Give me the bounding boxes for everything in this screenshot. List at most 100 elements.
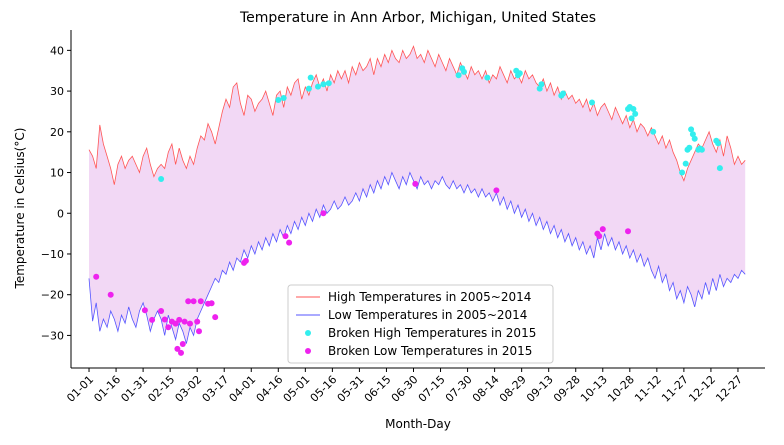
x-tick-label: 09-13 bbox=[524, 373, 556, 405]
x-tick-label: 06-15 bbox=[362, 373, 394, 405]
data-point bbox=[315, 83, 321, 90]
data-point bbox=[650, 128, 657, 135]
data-point bbox=[141, 307, 148, 314]
x-tick-label: 11-27 bbox=[659, 373, 691, 405]
data-point bbox=[93, 273, 100, 280]
data-point bbox=[187, 320, 193, 327]
x-tick-label: 04-16 bbox=[254, 373, 286, 405]
y-tick-label: 0 bbox=[57, 207, 64, 220]
x-tick-label: 08-29 bbox=[497, 373, 529, 405]
data-point bbox=[538, 81, 545, 88]
data-point bbox=[208, 300, 215, 307]
y-tick-label: 40 bbox=[50, 44, 64, 57]
legend-box bbox=[287, 284, 554, 364]
data-point bbox=[688, 126, 695, 133]
data-point bbox=[176, 316, 183, 323]
y-tick-label: 20 bbox=[50, 126, 64, 139]
series-line-1 bbox=[88, 171, 746, 344]
data-point bbox=[181, 318, 188, 325]
data-point bbox=[305, 85, 312, 92]
data-point bbox=[691, 135, 698, 142]
x-tick-label: 02-15 bbox=[145, 373, 177, 405]
data-point bbox=[165, 324, 172, 331]
data-point bbox=[599, 226, 606, 233]
data-point bbox=[516, 70, 523, 77]
data-point bbox=[172, 320, 179, 327]
data-point bbox=[242, 257, 249, 264]
data-point bbox=[158, 308, 165, 314]
y-axis-label: Temperature in Celsius(°C) bbox=[13, 128, 27, 290]
x-tick-label: 10-13 bbox=[578, 373, 610, 405]
x-tick-label: 09-28 bbox=[551, 373, 583, 405]
data-point bbox=[320, 81, 327, 88]
plot-area bbox=[88, 45, 746, 356]
x-tick-label: 04-01 bbox=[227, 373, 259, 405]
data-point bbox=[682, 160, 689, 167]
data-point bbox=[282, 233, 289, 240]
y-tick-label: −10 bbox=[41, 248, 64, 261]
data-point bbox=[716, 165, 723, 172]
legend-marker-swatch bbox=[305, 330, 311, 336]
chart-title: Temperature in Ann Arbor, Michigan, Unit… bbox=[239, 10, 596, 26]
data-point bbox=[596, 233, 603, 240]
x-tick-label: 01-31 bbox=[118, 373, 150, 405]
series-line-0 bbox=[88, 45, 746, 185]
data-point bbox=[149, 316, 156, 323]
x-tick-label: 03-17 bbox=[200, 373, 232, 405]
data-point bbox=[320, 210, 327, 217]
legend-marker-swatch bbox=[305, 348, 311, 354]
data-point bbox=[179, 341, 186, 347]
data-point bbox=[197, 298, 204, 305]
data-point bbox=[174, 345, 181, 352]
y-tick-label: −30 bbox=[41, 329, 64, 342]
legend-label: High Temperatures in 2005~2014 bbox=[328, 290, 531, 304]
data-point bbox=[190, 298, 197, 305]
x-tick-label: 12-12 bbox=[686, 373, 718, 405]
data-point bbox=[412, 180, 419, 187]
data-point bbox=[161, 316, 168, 323]
legend: High Temperatures in 2005~2014 Low Temper… bbox=[287, 284, 554, 364]
data-point bbox=[185, 298, 192, 305]
data-point bbox=[560, 90, 567, 97]
data-point bbox=[632, 110, 639, 117]
legend-label: Low Temperatures in 2005~2014 bbox=[328, 308, 527, 322]
data-point bbox=[698, 146, 705, 153]
data-point bbox=[158, 176, 165, 182]
data-point bbox=[679, 169, 686, 176]
x-tick-label: 11-12 bbox=[632, 373, 664, 405]
x-tick-label: 01-16 bbox=[91, 373, 123, 405]
y-tick-label: 10 bbox=[50, 167, 64, 180]
x-tick-label: 07-30 bbox=[443, 373, 475, 405]
data-point bbox=[280, 95, 287, 101]
data-point bbox=[307, 74, 314, 81]
x-axis-label: Month-Day bbox=[385, 417, 451, 431]
x-tick-label: 06-30 bbox=[389, 373, 421, 405]
x-tick-label: 05-16 bbox=[308, 373, 340, 405]
data-point bbox=[178, 349, 184, 356]
data-point bbox=[686, 144, 693, 151]
x-tick-label: 12-27 bbox=[713, 373, 745, 405]
data-point bbox=[196, 328, 202, 335]
y-tick-label: 30 bbox=[50, 85, 64, 98]
x-tick-label: 01-01 bbox=[64, 373, 96, 405]
x-tick-label: 05-01 bbox=[281, 373, 313, 405]
data-point bbox=[628, 115, 635, 122]
legend-label: Broken High Temperatures in 2015 bbox=[328, 326, 536, 340]
data-point bbox=[275, 97, 282, 103]
data-point bbox=[589, 99, 595, 106]
x-tick-label: 03-02 bbox=[173, 373, 205, 405]
x-tick-label: 07-15 bbox=[416, 373, 448, 405]
data-point bbox=[493, 187, 500, 194]
x-tick-label: 05-31 bbox=[335, 373, 367, 405]
data-point bbox=[455, 72, 462, 79]
data-point bbox=[325, 80, 332, 87]
data-point bbox=[194, 318, 201, 325]
data-point bbox=[715, 140, 722, 147]
data-point bbox=[286, 239, 293, 246]
fill-between-area bbox=[89, 46, 746, 344]
legend-label: Broken Low Temperatures in 2015 bbox=[328, 344, 532, 358]
data-point bbox=[625, 228, 631, 235]
x-tick-label: 10-28 bbox=[605, 373, 637, 405]
data-point bbox=[212, 314, 219, 321]
